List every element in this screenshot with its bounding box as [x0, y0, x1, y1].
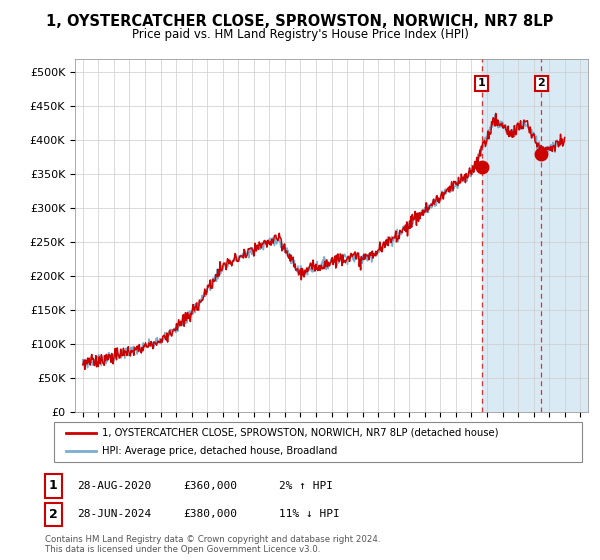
Text: HPI: Average price, detached house, Broadland: HPI: Average price, detached house, Broa… [102, 446, 337, 456]
Text: 1, OYSTERCATCHER CLOSE, SPROWSTON, NORWICH, NR7 8LP: 1, OYSTERCATCHER CLOSE, SPROWSTON, NORWI… [46, 14, 554, 29]
Text: 1: 1 [49, 479, 58, 492]
Text: 1, OYSTERCATCHER CLOSE, SPROWSTON, NORWICH, NR7 8LP (detached house): 1, OYSTERCATCHER CLOSE, SPROWSTON, NORWI… [102, 428, 499, 438]
Text: £360,000: £360,000 [183, 480, 237, 491]
Bar [541, 59, 588, 412]
Text: 2% ↑ HPI: 2% ↑ HPI [279, 480, 333, 491]
Text: 28-AUG-2020: 28-AUG-2020 [77, 480, 151, 491]
Text: 2: 2 [49, 507, 58, 521]
Text: Price paid vs. HM Land Registry's House Price Index (HPI): Price paid vs. HM Land Registry's House … [131, 28, 469, 41]
Text: Contains HM Land Registry data © Crown copyright and database right 2024.
This d: Contains HM Land Registry data © Crown c… [45, 535, 380, 554]
Text: 2: 2 [538, 78, 545, 88]
Text: 11% ↓ HPI: 11% ↓ HPI [279, 509, 340, 519]
Text: £380,000: £380,000 [183, 509, 237, 519]
Bar [482, 59, 588, 412]
Text: 1: 1 [478, 78, 485, 88]
Text: 28-JUN-2024: 28-JUN-2024 [77, 509, 151, 519]
